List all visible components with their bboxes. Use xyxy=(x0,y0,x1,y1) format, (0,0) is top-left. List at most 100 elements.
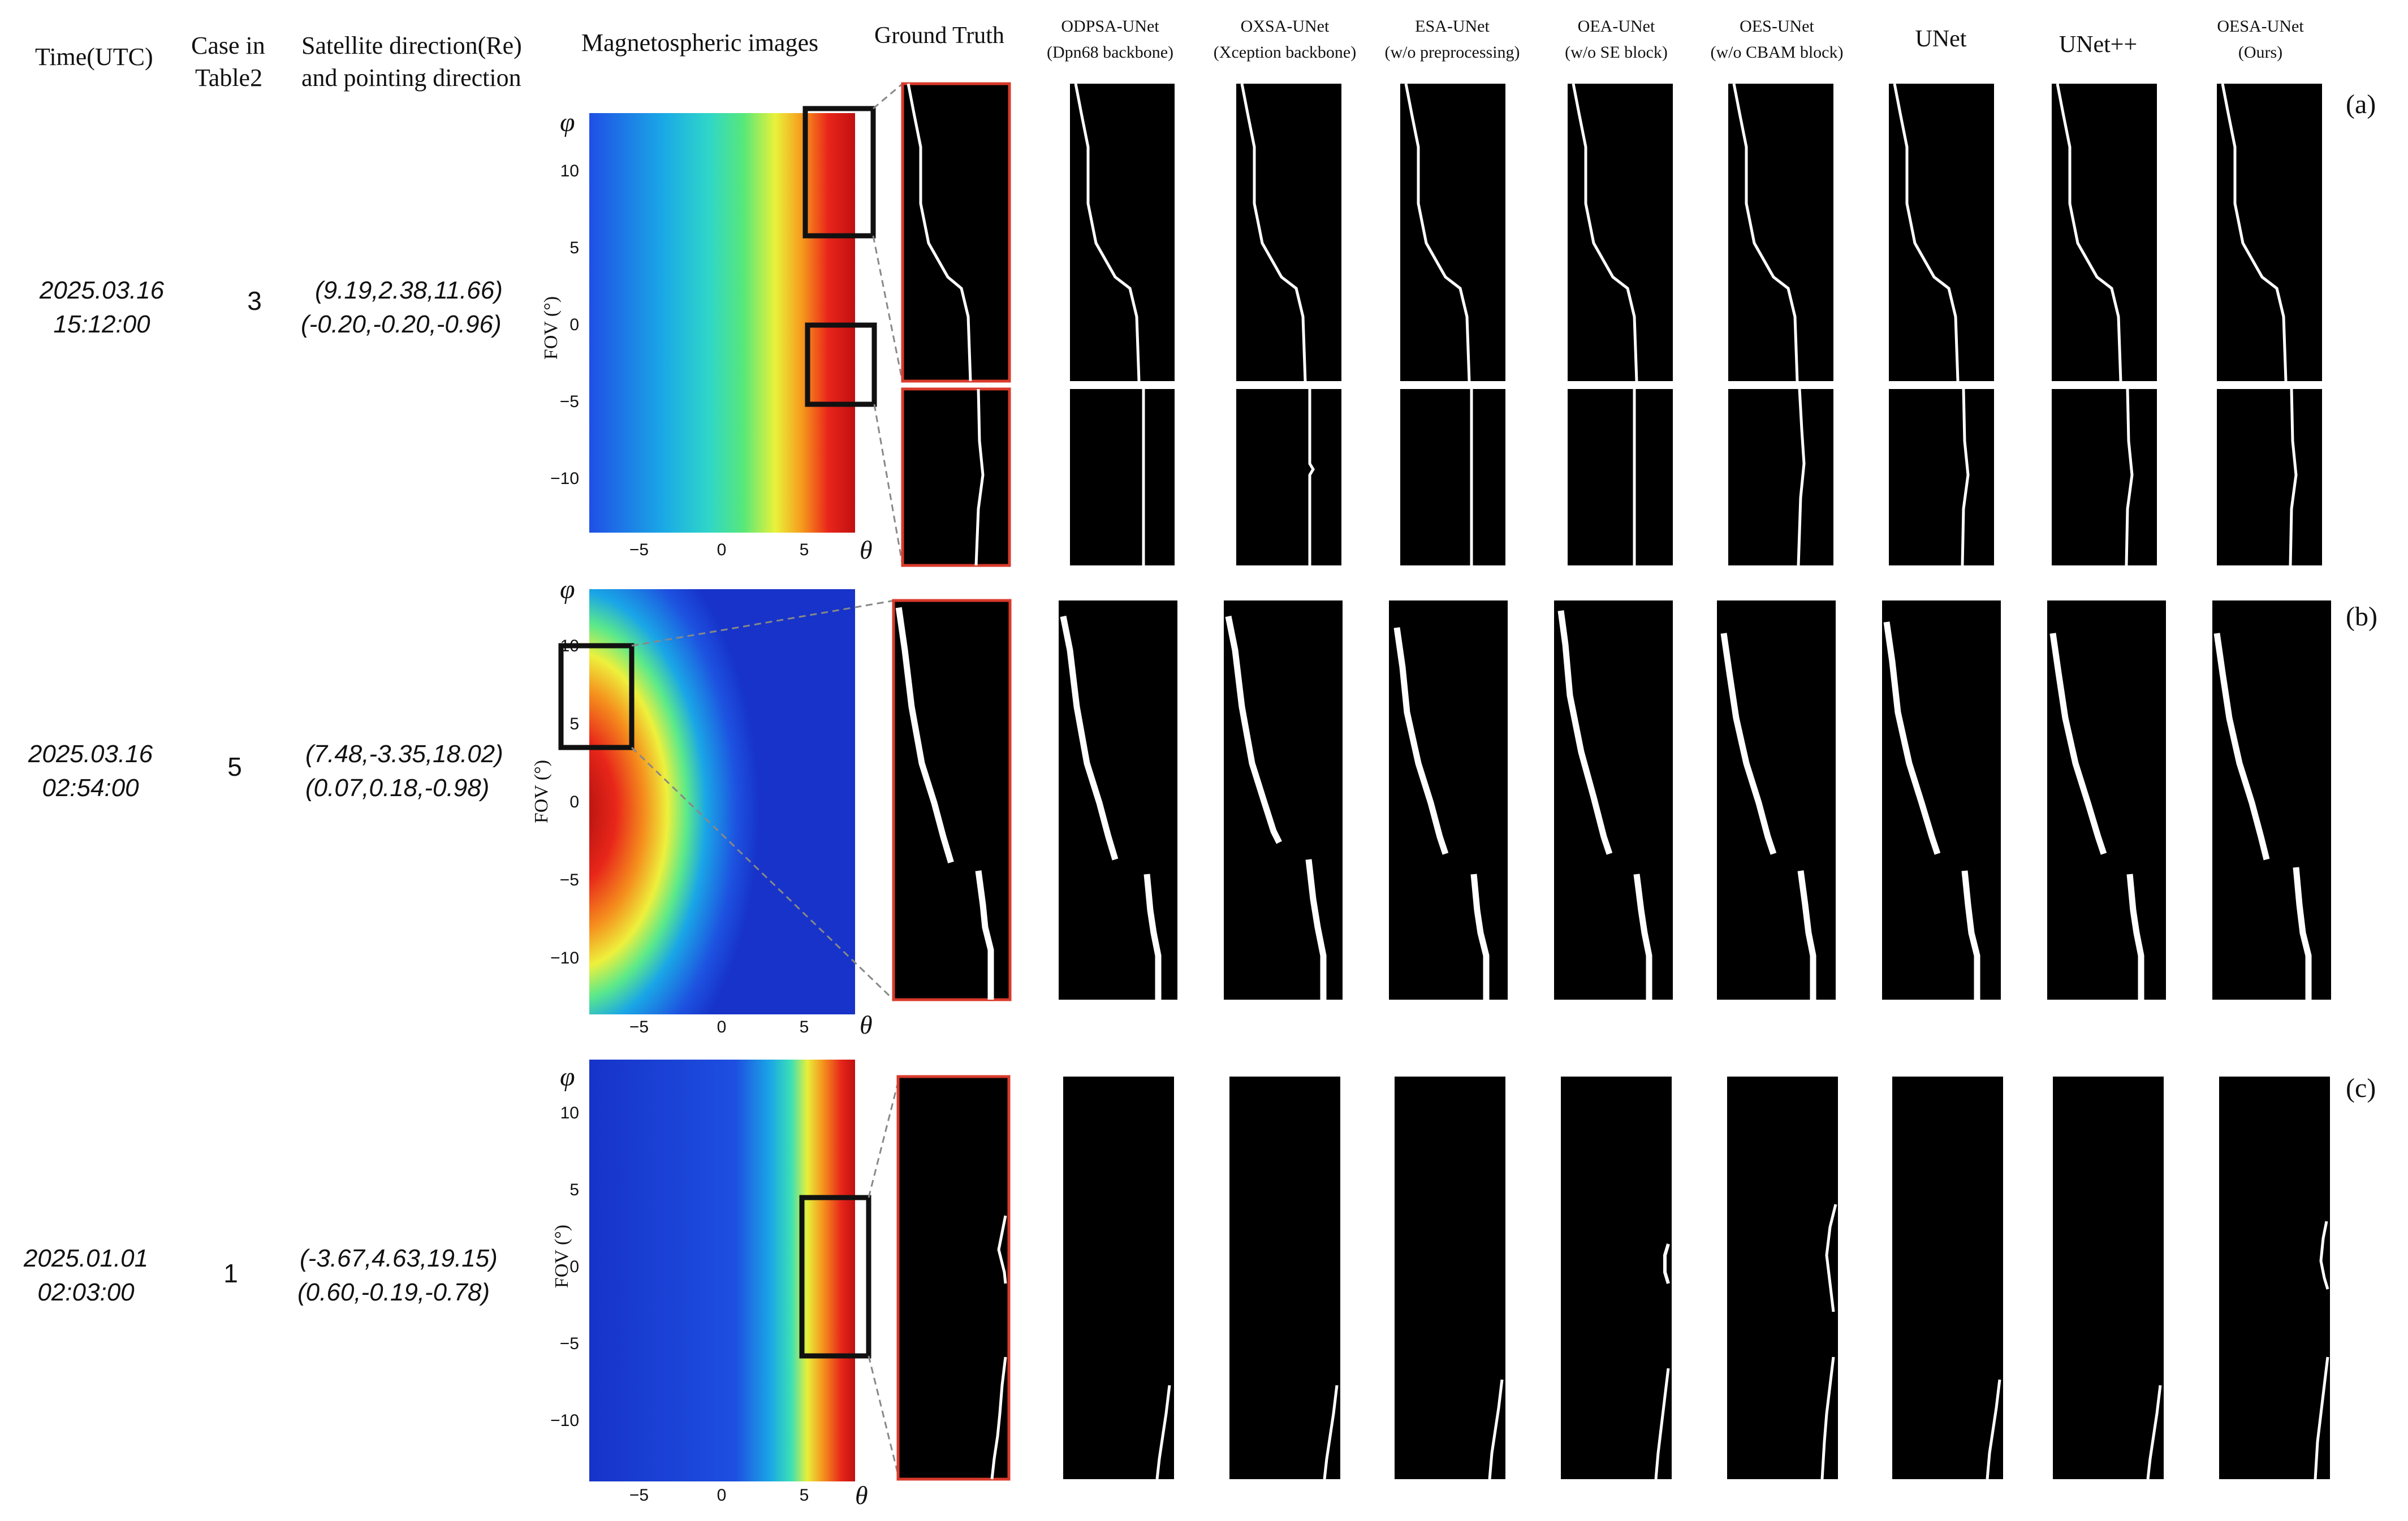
row-c-xtick-m5: −5 xyxy=(629,1486,649,1505)
row-c-connector-1 xyxy=(868,1077,900,1198)
header-sat-line2: and pointing direction xyxy=(301,64,521,92)
row-b-fov-label: FOV (°) xyxy=(531,760,552,823)
header-model-2-sub: (Xception backbone) xyxy=(1214,43,1356,62)
header-model-3-name: ESA-UNet xyxy=(1415,17,1490,36)
row-a-ytick-5: 5 xyxy=(569,239,579,257)
row-a-xtick-m5: −5 xyxy=(629,541,649,559)
row-a-connector-2 xyxy=(872,235,904,383)
row-a-gt-lower xyxy=(901,387,1011,567)
row-a-case: 3 xyxy=(247,286,262,316)
row-c-pred-1 xyxy=(1063,1077,1174,1480)
row-a-sat-position: (9.19,2.38,11.66) xyxy=(315,276,503,304)
row-b-pred-4 xyxy=(1554,600,1673,1000)
header-model-8-sub: (Ours) xyxy=(2238,43,2282,62)
row-c-xtick-5: 5 xyxy=(800,1486,809,1505)
row-a-time: 15:12:00 xyxy=(53,310,150,338)
row-c-date: 2025.01.01 xyxy=(23,1245,148,1272)
row-a-date: 2025.03.16 xyxy=(39,276,165,304)
row-a-gt-lower-line xyxy=(974,388,985,566)
row-c-xtick-0: 0 xyxy=(717,1486,727,1505)
row-b-xtick-m5: −5 xyxy=(629,1018,649,1036)
row-a-zoom-box-upper xyxy=(802,106,876,239)
row-a-pred-7 xyxy=(2052,83,2157,566)
row-c-magnetospheric-image xyxy=(589,1060,855,1481)
row-b-pred-8 xyxy=(2212,600,2331,1000)
header-model-4-name: OEA-UNet xyxy=(1578,17,1655,36)
row-c-ytick-5: 5 xyxy=(569,1181,579,1199)
row-c-pred-7 xyxy=(2053,1077,2164,1480)
row-b-xtick-5: 5 xyxy=(800,1018,809,1036)
row-a-ytick-m10: −10 xyxy=(550,469,579,488)
row-a-pred-8 xyxy=(2217,83,2322,566)
row-a-connector-3 xyxy=(873,404,904,566)
row-b-ytick-m5: −5 xyxy=(560,871,579,889)
header-model-1-name: ODPSA-UNet xyxy=(1061,17,1159,36)
row-a-pred-5 xyxy=(1728,83,1833,566)
row-c-case: 1 xyxy=(223,1259,238,1288)
header-case-line1: Case in xyxy=(191,32,265,59)
row-b: 2025.03.16 02:54:00 5 (7.48,-3.35,18.02)… xyxy=(28,574,2377,1039)
row-b-pointing: (0.07,0.18,-0.98) xyxy=(305,774,489,802)
header-model-2-name: OXSA-UNet xyxy=(1241,17,1330,36)
row-c-ytick-m5: −5 xyxy=(560,1334,579,1353)
row-c: 2025.01.01 02:03:00 1 (-3.67,4.63,19.15)… xyxy=(23,1060,2376,1510)
row-a-gt-upper-line xyxy=(907,83,972,382)
header-model-5-sub: (w/o CBAM block) xyxy=(1711,43,1844,62)
header-model-4-sub: (w/o SE block) xyxy=(1565,43,1668,62)
row-c-ytick-10: 10 xyxy=(560,1104,579,1122)
row-c-zoom-box xyxy=(799,1195,871,1359)
row-c-phi-label: φ xyxy=(560,1062,575,1092)
row-b-gt-line-lower xyxy=(975,870,994,1000)
header-model-1-sub: (Dpn68 backbone) xyxy=(1047,43,1173,62)
row-b-gt-line-upper xyxy=(895,607,954,863)
row-b-sat-position: (7.48,-3.35,18.02) xyxy=(305,740,503,768)
row-b-pred-1 xyxy=(1059,600,1177,1000)
row-a-zoom-box-lower xyxy=(805,322,877,407)
row-a-pred-3 xyxy=(1400,83,1505,565)
header-case-line2: Table2 xyxy=(195,64,262,92)
row-b-pred-6 xyxy=(1882,600,2001,1000)
row-b-connector-2 xyxy=(631,746,896,1002)
row-a-xtick-5: 5 xyxy=(800,541,809,559)
header-model-5-name: OES-UNet xyxy=(1740,17,1814,36)
row-b-gt xyxy=(892,599,1012,1001)
row-a-ytick-10: 10 xyxy=(560,162,579,180)
header-model-3-sub: (w/o preprocessing) xyxy=(1384,43,1520,62)
row-c-sat-position: (-3.67,4.63,19.15) xyxy=(300,1245,498,1272)
row-a-pred-2 xyxy=(1236,83,1341,565)
row-c-ytick-m10: −10 xyxy=(550,1411,579,1430)
row-c-time: 02:03:00 xyxy=(37,1278,135,1306)
row-c-pred-2 xyxy=(1229,1077,1340,1480)
row-b-phi-label: φ xyxy=(560,574,575,604)
header-model-7-name: UNet++ xyxy=(2059,32,2137,58)
row-b-zoom-box xyxy=(558,643,635,750)
row-b-panel-label: (b) xyxy=(2346,602,2377,632)
row-b-ytick-5: 5 xyxy=(569,715,579,733)
row-c-gt-line-lower xyxy=(990,1356,1007,1480)
row-a-panel-label: (a) xyxy=(2346,89,2376,119)
row-c-pred-8 xyxy=(2219,1077,2330,1480)
row-a-gt-upper xyxy=(901,82,1011,383)
row-a-pred-1 xyxy=(1070,83,1175,565)
row-b-pred-3 xyxy=(1389,600,1508,1000)
header-time: Time(UTC) xyxy=(35,43,153,71)
row-a-pointing: (-0.20,-0.20,-0.96) xyxy=(301,310,502,338)
row-a-theta-label: θ xyxy=(860,535,873,564)
row-c-fov-label: FOV (°) xyxy=(551,1225,572,1288)
row-b-pred-5 xyxy=(1717,600,1836,1000)
row-b-pred-7 xyxy=(2047,600,2166,1000)
row-b-ytick-10: 10 xyxy=(560,637,579,655)
header-model-8-name: OESA-UNet xyxy=(2217,17,2304,36)
row-a-ytick-0: 0 xyxy=(569,316,579,334)
row-b-ytick-0: 0 xyxy=(569,793,579,811)
row-c-pred-6 xyxy=(1892,1077,2003,1480)
row-c-gt-line-upper xyxy=(997,1215,1007,1284)
row-c-ytick-0: 0 xyxy=(569,1258,579,1276)
header-magnetospheric-images: Magnetospheric images xyxy=(581,29,818,57)
row-b-case: 5 xyxy=(227,752,242,781)
row-c-pred-4 xyxy=(1561,1077,1672,1480)
row-b-time: 02:54:00 xyxy=(42,774,139,802)
row-b-xtick-0: 0 xyxy=(717,1018,727,1036)
row-a: 2025.03.16 15:12:00 3 (9.19,2.38,11.66) … xyxy=(39,82,2376,567)
